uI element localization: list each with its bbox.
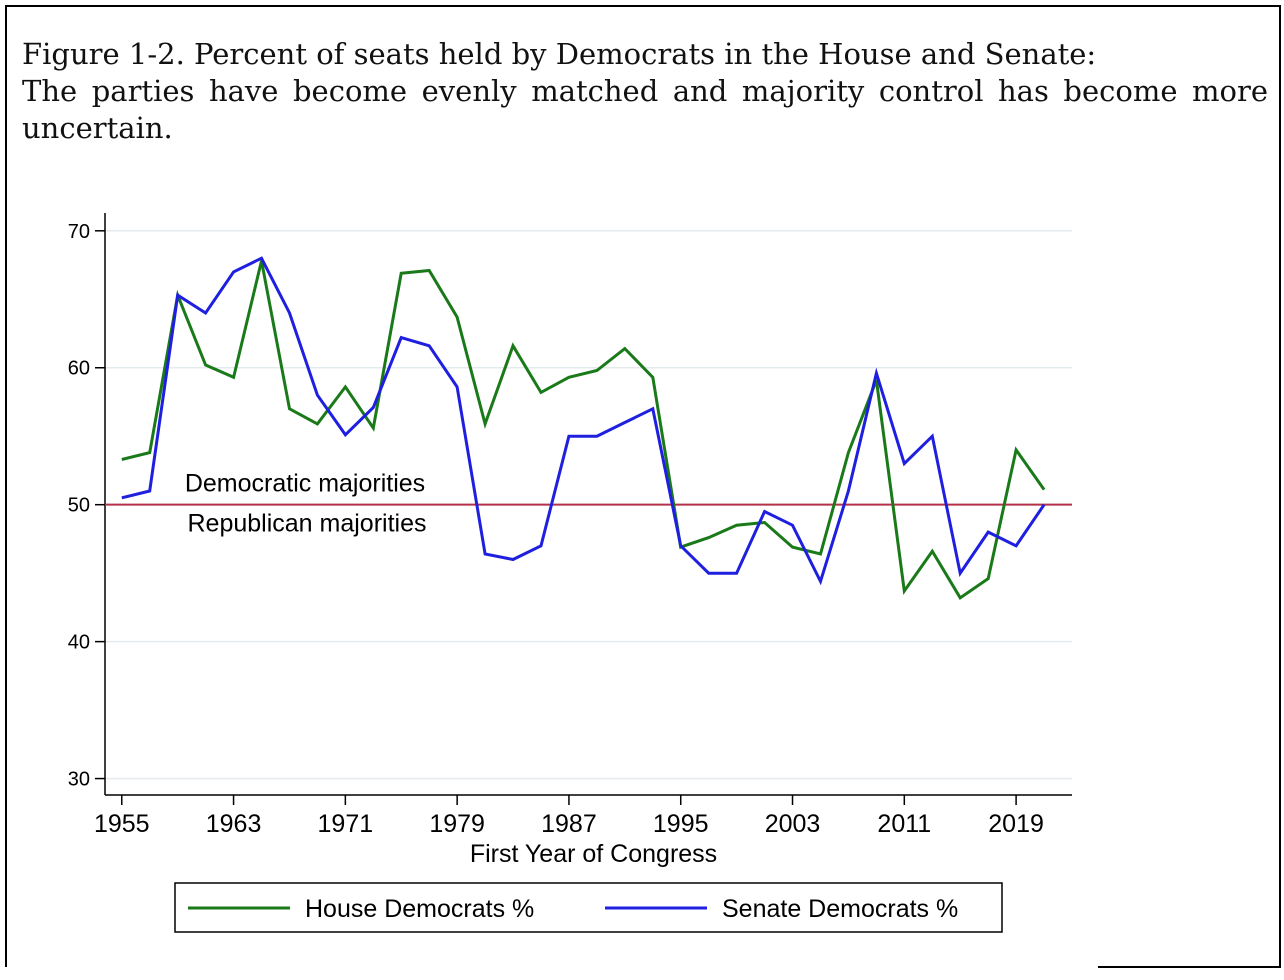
x-tick-label: 2011 [877,810,931,838]
legend: House Democrats % Senate Democrats % [174,882,1003,933]
annotations: Democratic majorities Republican majoriti… [185,470,427,538]
series-line-senate-democrats [121,256,1046,586]
legend-box [174,882,1003,933]
series-line-house-democrats [121,260,1046,600]
legend-label: House Democrats % [305,895,534,923]
annotation-democratic-majorities: Democratic majorities [185,470,425,498]
frame-edge [1098,966,1281,968]
legend-label: Senate Democrats % [722,895,958,923]
y-tick-label: 50 [68,495,90,517]
caption-subtitle: The parties have become evenly matched a… [22,74,1268,145]
annotation-republican-majorities: Republican majorities [187,510,426,538]
figure-caption: Figure 1-2. Percent of seats held by Dem… [22,36,1268,147]
x-tick-label: 1995 [653,810,709,838]
x-tick-label: 1979 [429,810,485,838]
y-tick-label: 40 [68,632,90,654]
x-tick-label: 1987 [541,810,597,838]
x-tick-label: 2003 [765,810,821,838]
series-lines [121,256,1046,600]
axes: 30 40 50 60 70 1955 1963 1971 1979 1987 1995 2003 20… [68,213,1072,868]
y-tick-label: 60 [68,358,90,380]
x-tick-label: 1971 [318,810,374,838]
caption-title: Figure 1-2. Percent of seats held by Dem… [22,37,1097,71]
y-tick-label: 30 [68,769,90,791]
x-tick-label: 1963 [206,810,262,838]
y-tick-label: 70 [68,221,90,243]
figure-frame [5,5,1281,967]
x-axis-title: First Year of Congress [470,840,717,868]
x-tick-label: 2019 [988,810,1044,838]
x-tick-label: 1955 [94,810,150,838]
